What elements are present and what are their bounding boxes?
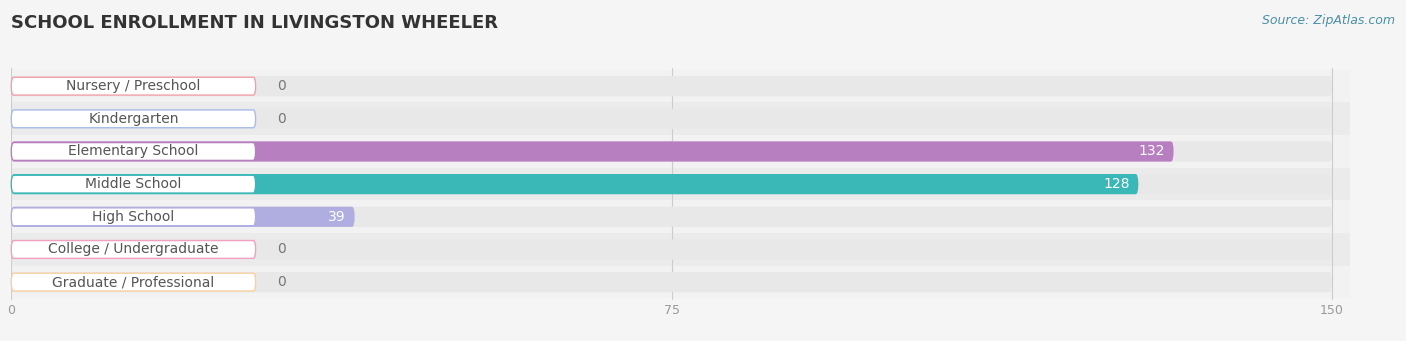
FancyBboxPatch shape bbox=[11, 143, 256, 160]
Text: SCHOOL ENROLLMENT IN LIVINGSTON WHEELER: SCHOOL ENROLLMENT IN LIVINGSTON WHEELER bbox=[11, 14, 498, 32]
FancyBboxPatch shape bbox=[11, 207, 1331, 227]
Text: 0: 0 bbox=[277, 79, 287, 93]
FancyBboxPatch shape bbox=[11, 239, 1331, 260]
FancyBboxPatch shape bbox=[11, 109, 1331, 129]
Text: 0: 0 bbox=[277, 275, 287, 289]
FancyBboxPatch shape bbox=[11, 208, 256, 226]
FancyBboxPatch shape bbox=[11, 110, 256, 128]
FancyBboxPatch shape bbox=[0, 70, 1350, 103]
FancyBboxPatch shape bbox=[11, 142, 1174, 162]
FancyBboxPatch shape bbox=[0, 266, 1350, 298]
FancyBboxPatch shape bbox=[0, 201, 1350, 233]
FancyBboxPatch shape bbox=[11, 142, 1331, 162]
Text: 0: 0 bbox=[277, 242, 287, 256]
Text: 132: 132 bbox=[1139, 145, 1164, 159]
Text: Nursery / Preschool: Nursery / Preschool bbox=[66, 79, 201, 93]
Text: College / Undergraduate: College / Undergraduate bbox=[48, 242, 219, 256]
FancyBboxPatch shape bbox=[11, 174, 1331, 194]
Text: Elementary School: Elementary School bbox=[69, 145, 198, 159]
FancyBboxPatch shape bbox=[0, 233, 1350, 266]
FancyBboxPatch shape bbox=[11, 174, 1139, 194]
Text: Source: ZipAtlas.com: Source: ZipAtlas.com bbox=[1261, 14, 1395, 27]
FancyBboxPatch shape bbox=[0, 135, 1350, 168]
Text: Graduate / Professional: Graduate / Professional bbox=[52, 275, 215, 289]
FancyBboxPatch shape bbox=[11, 175, 256, 193]
FancyBboxPatch shape bbox=[11, 207, 354, 227]
FancyBboxPatch shape bbox=[0, 103, 1350, 135]
Text: 39: 39 bbox=[328, 210, 346, 224]
FancyBboxPatch shape bbox=[11, 240, 256, 258]
FancyBboxPatch shape bbox=[11, 272, 1331, 292]
FancyBboxPatch shape bbox=[11, 77, 256, 95]
Text: Kindergarten: Kindergarten bbox=[89, 112, 179, 126]
Text: 0: 0 bbox=[277, 112, 287, 126]
FancyBboxPatch shape bbox=[11, 273, 256, 291]
Text: High School: High School bbox=[93, 210, 174, 224]
FancyBboxPatch shape bbox=[11, 76, 1331, 96]
Text: Middle School: Middle School bbox=[86, 177, 181, 191]
FancyBboxPatch shape bbox=[0, 168, 1350, 201]
Text: 128: 128 bbox=[1104, 177, 1129, 191]
